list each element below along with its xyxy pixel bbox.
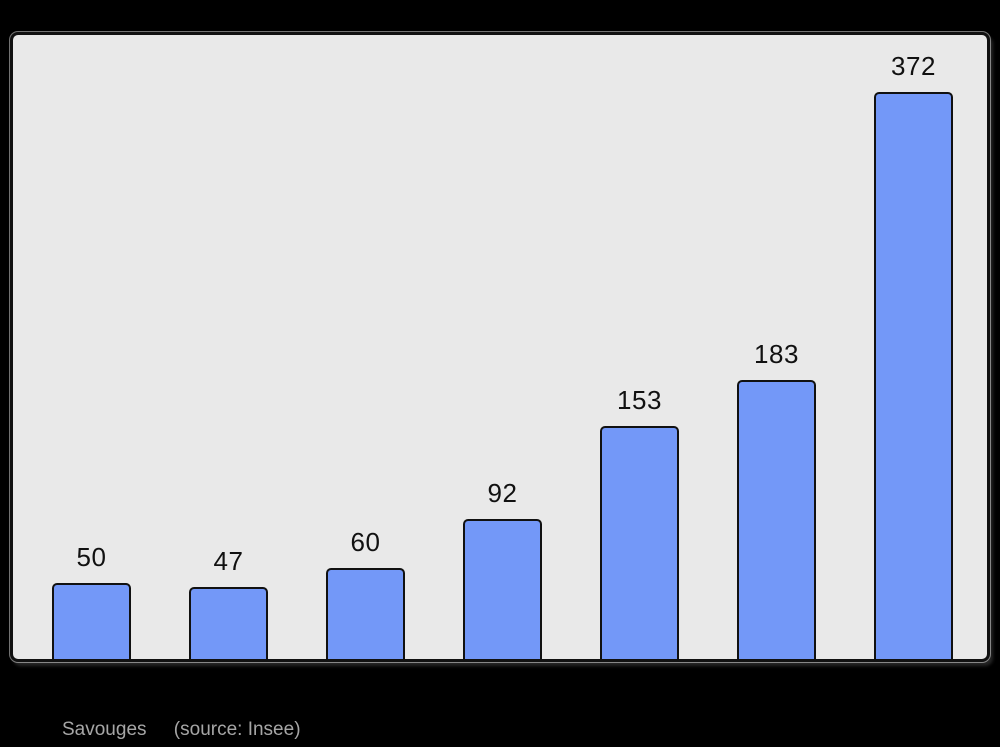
place-label: Savouges: [62, 719, 147, 740]
chart-frame: 50 47 60 92 153 183 372: [10, 32, 990, 662]
bar: [737, 380, 816, 659]
plot-area: 50 47 60 92 153 183 372: [13, 35, 987, 659]
bar: [874, 92, 953, 659]
bar-value-label: 372: [891, 51, 936, 82]
bar-value-label: 153: [617, 385, 662, 416]
bar-value-label: 47: [213, 546, 244, 577]
bar: [600, 426, 679, 659]
bar-value-label: 92: [487, 478, 518, 509]
bar: [326, 568, 405, 659]
bar: [52, 583, 131, 659]
bar: [463, 519, 542, 659]
bar-value-label: 60: [350, 527, 381, 558]
bar-value-label: 50: [76, 542, 107, 573]
chart-footer: Savouges (source: Insee): [62, 719, 301, 741]
source-label: (source: Insee): [173, 719, 301, 740]
bar: [189, 587, 268, 659]
bar-value-label: 183: [754, 339, 799, 370]
